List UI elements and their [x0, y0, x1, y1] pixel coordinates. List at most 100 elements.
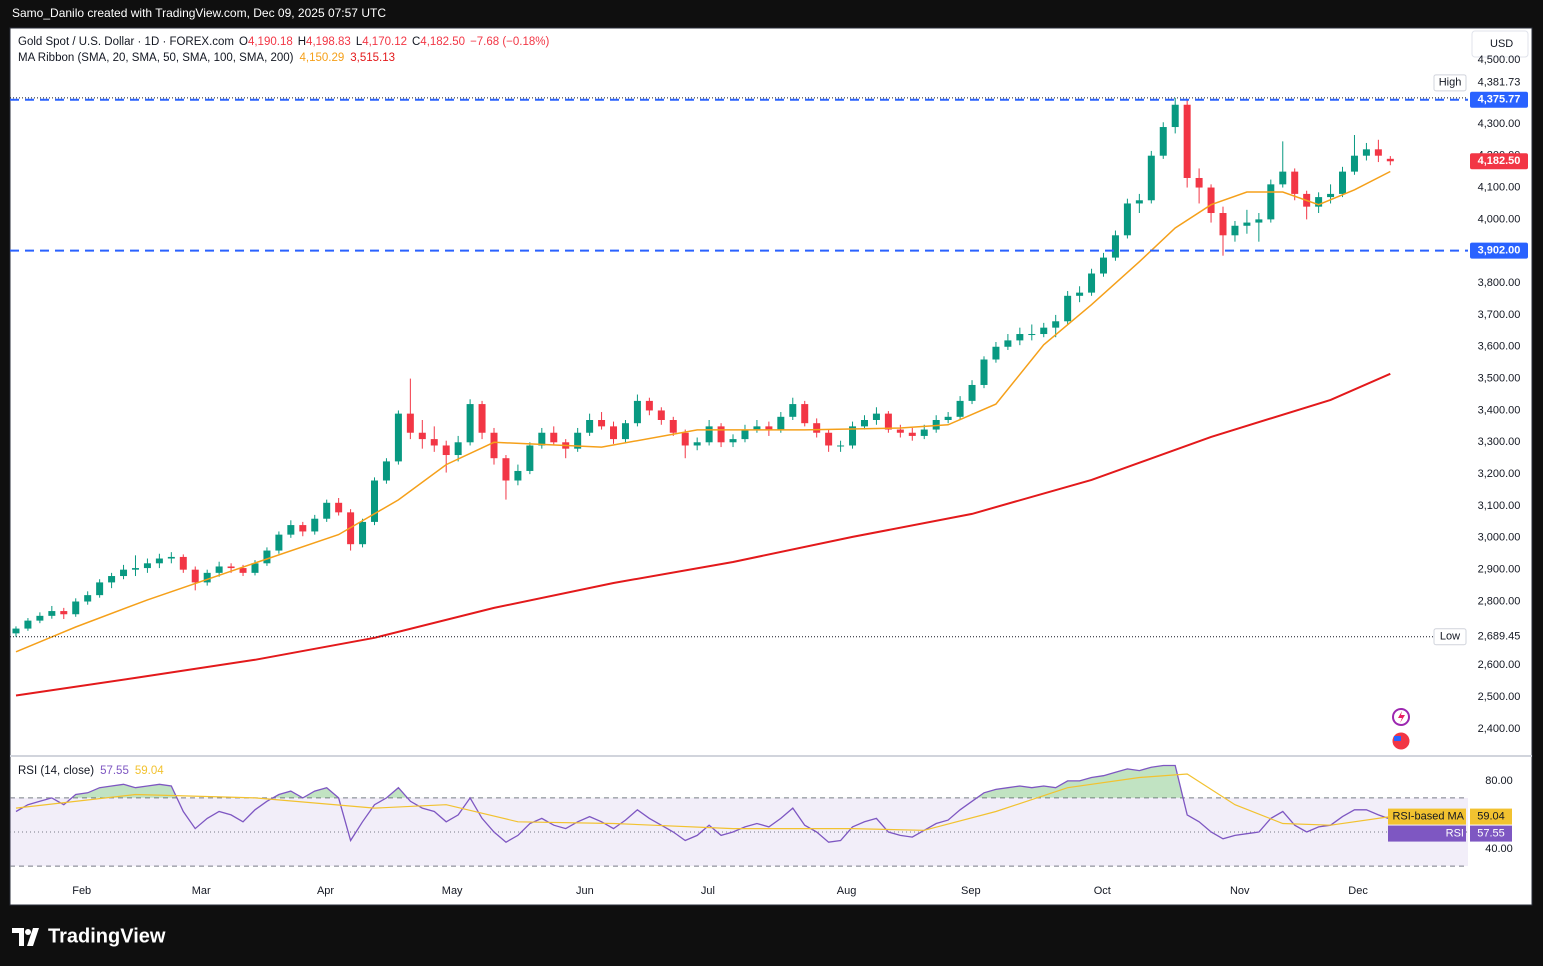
candle-body — [657, 410, 665, 421]
candle-body — [263, 550, 271, 564]
price-tick-label: 4,000.00 — [1478, 213, 1521, 225]
candle-body — [1279, 171, 1287, 185]
candle-body — [908, 432, 916, 436]
extreme-value: 2,689.45 — [1478, 631, 1521, 643]
currency-box — [1471, 30, 1529, 58]
symbol-title: Gold Spot / U.S. Dollar · 1D · FOREX.com — [18, 36, 234, 48]
candle-body — [131, 568, 139, 570]
ohlc-value: 4,170.12 — [362, 36, 407, 48]
level-label-box — [1470, 91, 1528, 108]
series-name: RSI-based MA — [1392, 810, 1464, 822]
candle-body — [920, 429, 928, 436]
price-tick-label: 4,500.00 — [1478, 54, 1521, 66]
candle-body — [621, 423, 629, 440]
price-tick-label: 3,200.00 — [1478, 468, 1521, 480]
ohlc-key: H — [298, 36, 306, 48]
candle-body — [239, 568, 247, 573]
candle-body — [1100, 257, 1107, 274]
extreme-name: High — [1439, 77, 1462, 89]
price-tick-label: 2,800.00 — [1478, 595, 1521, 607]
extreme-box — [1433, 628, 1467, 646]
level-label: 3,902.00 — [1478, 244, 1521, 256]
candle-body — [335, 502, 343, 513]
candle-body — [849, 426, 857, 446]
candle-body — [179, 556, 187, 570]
candle-body — [1147, 155, 1155, 201]
candle-body — [1111, 235, 1119, 258]
price-tick-label: 3,100.00 — [1478, 500, 1521, 512]
level-label: 4,375.77 — [1478, 94, 1521, 106]
price-tick-label: 3,500.00 — [1478, 373, 1521, 385]
candle-body — [275, 534, 283, 551]
candle-body — [72, 601, 80, 615]
candle-body — [1064, 295, 1072, 322]
price-tick-label: 3,600.00 — [1478, 341, 1521, 353]
candle-body — [1374, 149, 1382, 156]
candle-body — [1267, 184, 1275, 220]
candle-body — [825, 432, 833, 446]
candle-body — [108, 576, 116, 583]
series-value-box — [1470, 825, 1512, 842]
candle-body — [514, 470, 522, 481]
logo-dot — [25, 929, 31, 935]
rsi-value: 59.04 — [135, 765, 164, 777]
logo-mark — [12, 928, 39, 946]
candle-body — [610, 426, 618, 440]
candle-body — [251, 563, 259, 573]
candles — [12, 97, 1394, 697]
candle-body — [980, 359, 988, 385]
series-name-box — [1388, 808, 1466, 825]
ma-value: 3,515.13 — [350, 52, 395, 64]
rsi-line — [15, 764, 1391, 843]
extreme-value: 4,381.73 — [1478, 77, 1521, 89]
candle-body — [1040, 327, 1048, 335]
candle-body — [12, 628, 20, 634]
candle-body — [1255, 219, 1263, 223]
last-price-label: 4,182.50 — [1478, 155, 1521, 167]
candle-body — [454, 442, 462, 456]
candle-body — [203, 572, 211, 583]
price-tick-label: 3,300.00 — [1478, 436, 1521, 448]
candle-body — [1123, 203, 1131, 236]
candle-body — [645, 400, 653, 411]
candle-body — [311, 518, 319, 532]
logo-text: TradingView — [48, 925, 166, 947]
candle-body — [789, 404, 797, 417]
candle-body — [801, 404, 809, 424]
x-tick-label: Jul — [701, 885, 715, 897]
candle-body — [681, 432, 689, 446]
candle-body — [1004, 340, 1012, 347]
candle-body — [872, 413, 880, 421]
series-value: 57.55 — [1477, 827, 1505, 839]
currency: USD — [1490, 38, 1513, 50]
moving-average — [15, 372, 1391, 697]
candle-body — [669, 420, 677, 433]
candle-body — [215, 566, 223, 573]
candle-body — [777, 416, 785, 430]
candle-body — [1291, 171, 1299, 194]
x-tick-label: Oct — [1094, 885, 1111, 897]
candle-body — [574, 432, 582, 449]
ma-legend-line: MA Ribbon (SMA, 20, SMA, 50, SMA, 100, S… — [18, 52, 395, 64]
series-name-box — [1388, 825, 1466, 842]
candle-body — [598, 420, 606, 427]
moving-average — [15, 170, 1391, 653]
candle-body — [1386, 158, 1394, 162]
candle-body — [1195, 177, 1203, 188]
candle-body — [287, 525, 295, 535]
candle-body — [1350, 155, 1358, 172]
candle-body — [837, 445, 845, 447]
candle-body — [956, 400, 964, 417]
candle-body — [1362, 149, 1370, 156]
ohlc-key: C — [412, 36, 420, 48]
candle-body — [753, 426, 761, 430]
candle-body — [406, 413, 414, 433]
series-value: 59.04 — [1477, 810, 1505, 822]
candle-body — [729, 439, 737, 443]
extreme-value-box — [1470, 628, 1528, 645]
flag-canton — [1394, 736, 1401, 741]
candle-body — [944, 416, 952, 421]
candle-body — [442, 445, 450, 456]
candle-body — [502, 458, 510, 481]
